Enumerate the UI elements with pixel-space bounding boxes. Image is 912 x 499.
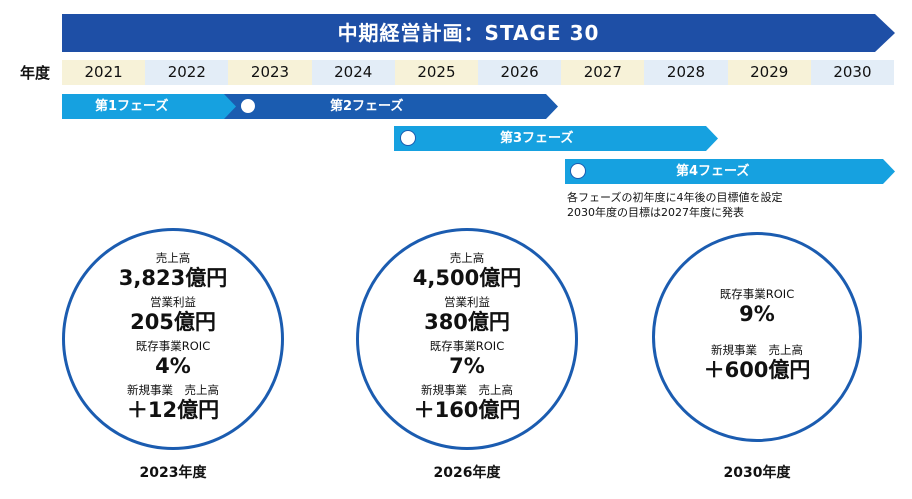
target-circle-2026: 売上高 4,500億円 営業利益 380億円 既存事業ROIC 7% 新規事業 … (356, 228, 578, 450)
metric-value: 3,823億円 (118, 266, 228, 290)
phase-start-marker (570, 163, 586, 179)
year-cell: 2029 (727, 60, 811, 85)
year-row: 2021 2022 2023 2024 2025 2026 2027 2028 … (62, 60, 895, 85)
target-circle-2023: 売上高 3,823億円 営業利益 205億円 既存事業ROIC 4% 新規事業 … (62, 228, 284, 450)
phase-start-marker (400, 130, 416, 146)
year-cell: 2026 (478, 60, 562, 85)
phase-1-label: 第1フェーズ (95, 99, 169, 114)
circle-year-label: 2030年度 (723, 465, 791, 481)
metric-value: ＋160億円 (413, 398, 521, 422)
year-cell: 2024 (311, 60, 395, 85)
metric-value: 7% (449, 354, 485, 378)
metric-value: 9% (739, 302, 775, 326)
metric-value: 4,500億円 (412, 266, 522, 290)
year-cell: 2023 (228, 60, 312, 85)
metric-value: 205億円 (130, 310, 216, 334)
metric-value: 380億円 (424, 310, 510, 334)
phase-1-arrow (62, 94, 236, 119)
metric-value: 4% (155, 354, 191, 378)
phase-3-arrow (394, 126, 718, 151)
metric-label: 売上高 (449, 251, 485, 265)
circle-year-label: 2023年度 (139, 465, 207, 481)
phase-2-label: 第2フェーズ (330, 99, 404, 114)
metric-label: 既存事業ROIC (719, 287, 795, 301)
phase-note: 各フェーズの初年度に4年後の目標値を設定 2030年度の目標は2027年度に発表 (567, 190, 782, 220)
year-cell: 2025 (394, 60, 479, 85)
phase-2-arrow (222, 94, 558, 119)
phase-start-marker (240, 98, 256, 114)
circle-year-label: 2026年度 (433, 465, 501, 481)
metric-label: 新規事業 売上高 (711, 343, 803, 357)
phase-note-line: 各フェーズの初年度に4年後の目標値を設定 (567, 191, 783, 204)
target-circle-2030: 既存事業ROIC 9% 新規事業 売上高 ＋600億円 (652, 232, 862, 442)
plan-banner (62, 14, 895, 52)
phase-4-label: 第4フェーズ (676, 164, 750, 179)
year-cell: 2028 (644, 60, 728, 85)
year-cell: 2027 (561, 60, 645, 85)
metric-label: 営業利益 (444, 295, 490, 309)
phase-4-arrow (565, 159, 895, 184)
metric-label: 既存事業ROIC (429, 339, 505, 353)
metric-label: 既存事業ROIC (135, 339, 211, 353)
metric-label: 営業利益 (150, 295, 196, 309)
year-cell: 2022 (145, 60, 229, 85)
year-cell: 2021 (62, 60, 146, 85)
metric-label: 新規事業 売上高 (421, 383, 513, 397)
plan-title: 中期経営計画：STAGE 30 (337, 21, 600, 45)
metric-label: 売上高 (155, 251, 191, 265)
metric-value: ＋600億円 (703, 358, 811, 382)
phase-3-label: 第3フェーズ (500, 131, 574, 146)
year-axis-label: 年度 (20, 64, 51, 82)
metric-value: ＋12億円 (126, 398, 220, 422)
phase-note-line: 2030年度の目標は2027年度に発表 (567, 206, 744, 219)
metric-label: 新規事業 売上高 (127, 383, 219, 397)
year-cell: 2030 (810, 60, 895, 85)
